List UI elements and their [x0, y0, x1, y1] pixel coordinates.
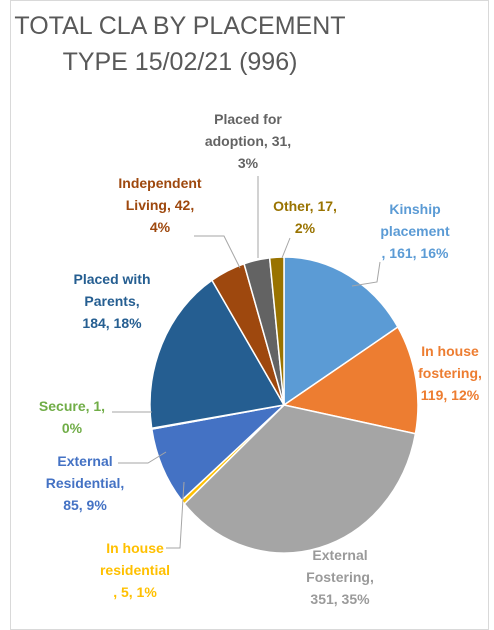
data-label: In house fostering 119, 12% — [414, 340, 486, 406]
value-label: 1, 0% — [61, 398, 106, 436]
value-label: 42, 4% — [149, 197, 195, 235]
category-label: Other — [273, 198, 317, 214]
value-label: 161, 16% — [389, 245, 449, 261]
category-label: External Residential — [46, 453, 125, 491]
pie-slice — [282, 325, 419, 435]
leader-lines — [112, 176, 381, 549]
data-label: Independent Living42, 4% — [115, 172, 205, 238]
value-label: 5, 1% — [120, 584, 157, 600]
value-label: 119, 12% — [420, 387, 480, 403]
pie-slice — [149, 279, 286, 430]
category-label: Placed for adoption — [205, 111, 282, 149]
data-label: In house residential5, 1% — [99, 537, 171, 603]
pie-slice — [283, 256, 399, 407]
chart-title: TOTAL CLA BY PLACEMENT TYPE 15/02/21 (99… — [14, 12, 346, 76]
pie-slice — [183, 404, 417, 554]
data-label: External Fostering 351, 35% — [294, 544, 386, 610]
leader-line — [166, 481, 185, 549]
value-label: 31, 3% — [237, 133, 292, 171]
leader-line — [281, 237, 291, 259]
pie-slice — [268, 256, 285, 406]
value-label: 351, 35% — [310, 591, 370, 607]
data-label: External Residential 85, 9% — [44, 450, 126, 516]
category-label: In house fostering — [418, 343, 482, 381]
data-label: Placed with Parents 184, 18% — [72, 268, 152, 334]
data-label: Kinship placement161, 16% — [379, 198, 451, 264]
leader-line — [118, 451, 167, 464]
category-label: External Fostering — [306, 547, 374, 585]
data-label: Placed for adoption31, 3% — [198, 108, 298, 174]
value-label: 17, 2% — [294, 198, 337, 236]
value-label: 85, 9% — [63, 497, 107, 513]
value-label: 184, 18% — [82, 315, 142, 331]
data-label: Other17, 2% — [265, 195, 345, 239]
data-label: Secure1, 0% — [32, 395, 112, 439]
category-label: Placed with Parents — [73, 271, 150, 309]
leader-line — [194, 235, 241, 269]
category-label: Secure — [39, 398, 93, 414]
leader-line — [351, 261, 381, 287]
